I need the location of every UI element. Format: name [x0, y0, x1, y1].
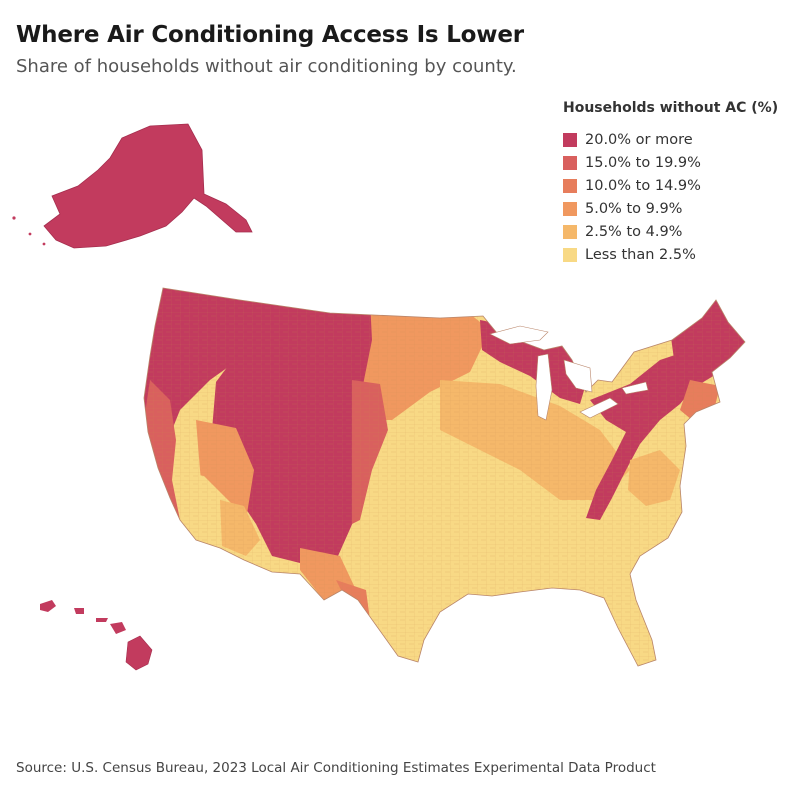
map-subtitle: Share of households without air conditio…	[16, 56, 517, 77]
legend-item[interactable]: 10.0% to 14.9%	[563, 174, 788, 197]
legend-swatch	[563, 201, 577, 216]
region-hawaii-kauai[interactable]	[40, 600, 56, 612]
legend-item[interactable]: 2.5% to 4.9%	[563, 220, 788, 243]
lake-michigan	[535, 353, 553, 421]
lake-huron	[563, 359, 593, 393]
legend-item[interactable]: 5.0% to 9.9%	[563, 197, 788, 220]
region-hawaii-oahu[interactable]	[74, 608, 84, 614]
map-title: Where Air Conditioning Access Is Lower	[16, 22, 524, 48]
legend-swatch	[563, 247, 577, 262]
lake-erie	[579, 397, 619, 419]
legend: Households without AC (%) 20.0% or more …	[563, 100, 788, 266]
legend-label: Less than 2.5%	[585, 246, 696, 263]
region-hawaii-molokai[interactable]	[96, 618, 108, 622]
legend-swatch	[563, 155, 577, 170]
legend-label: 10.0% to 14.9%	[585, 177, 701, 194]
legend-label: 5.0% to 9.9%	[585, 200, 683, 217]
region-alaska-island	[42, 242, 46, 246]
legend-item[interactable]: 20.0% or more	[563, 128, 788, 151]
region-alaska-island	[28, 232, 32, 236]
region-alaska[interactable]	[43, 123, 253, 249]
lake-superior	[489, 325, 549, 345]
county-map	[12, 123, 746, 671]
source-note: Source: U.S. Census Bureau, 2023 Local A…	[16, 760, 656, 776]
legend-item[interactable]: 15.0% to 19.9%	[563, 151, 788, 174]
legend-swatch	[563, 224, 577, 239]
county-boundaries	[144, 288, 745, 666]
legend-label: 15.0% to 19.9%	[585, 154, 701, 171]
legend-item[interactable]: Less than 2.5%	[563, 243, 788, 266]
legend-swatch	[563, 178, 577, 193]
legend-label: 2.5% to 4.9%	[585, 223, 683, 240]
region-hawaii-big-island[interactable]	[125, 635, 153, 671]
region-hawaii-maui[interactable]	[110, 622, 126, 634]
region-alaska-island	[12, 216, 16, 220]
legend-title: Households without AC (%)	[563, 100, 779, 116]
legend-label: 20.0% or more	[585, 131, 693, 148]
legend-swatch	[563, 132, 577, 147]
lake-ontario	[621, 381, 649, 395]
